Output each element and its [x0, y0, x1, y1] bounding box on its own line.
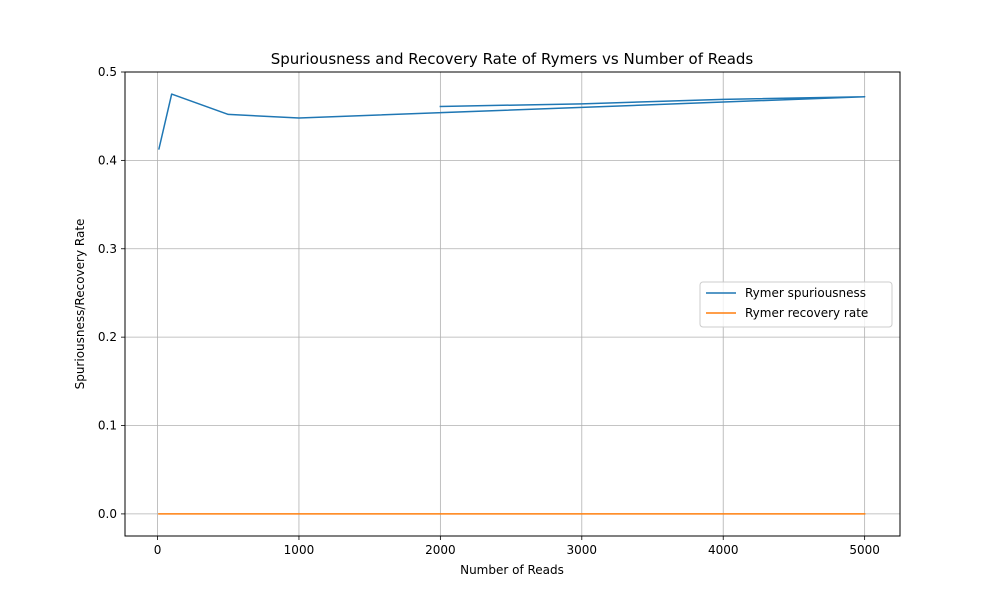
y-axis: 0.0 0.1 0.2 0.3 0.4 0.5 [98, 65, 125, 521]
x-tick-label: 0 [154, 543, 162, 557]
x-tick-label: 3000 [567, 543, 598, 557]
legend-label-spuriousness: Rymer spuriousness [745, 286, 866, 300]
legend-label-recovery: Rymer recovery rate [745, 306, 868, 320]
x-tick-label: 4000 [708, 543, 739, 557]
x-tick-label: 5000 [849, 543, 880, 557]
legend-box [699, 281, 893, 328]
plot-frame [124, 71, 901, 537]
legend: Rymer spuriousness Rymer recovery rate [699, 281, 893, 328]
x-axis-label: Number of Reads [460, 563, 564, 577]
y-tick-label: 0.2 [98, 330, 117, 344]
series-line-spuriousness [158, 93, 866, 150]
y-axis-label: Spuriousness/Recovery Rate [73, 219, 87, 390]
x-tick-label: 1000 [284, 543, 315, 557]
y-tick-label: 0.3 [98, 242, 117, 256]
x-axis: 0 1000 2000 3000 4000 5000 [154, 536, 880, 557]
y-tick-label: 0.5 [98, 65, 117, 79]
y-tick-label: 0.4 [98, 153, 117, 167]
x-tick-label: 2000 [425, 543, 456, 557]
series-layer [158, 93, 866, 515]
y-tick-label: 0.1 [98, 419, 117, 433]
chart-title: Spuriousness and Recovery Rate of Rymers… [271, 50, 754, 68]
y-tick-label: 0.0 [98, 507, 117, 521]
